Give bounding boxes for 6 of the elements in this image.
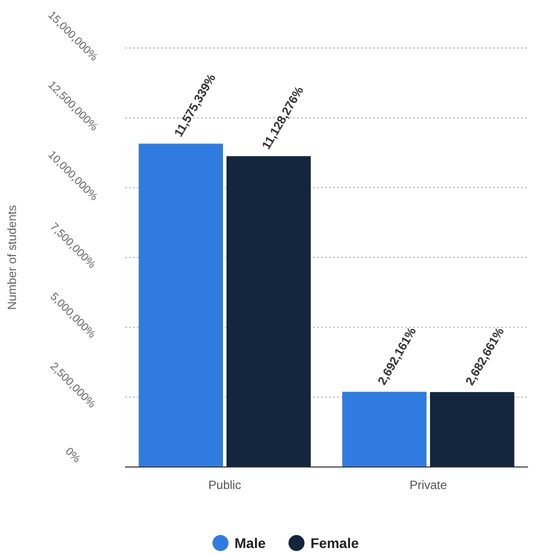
legend-label: Female	[310, 534, 359, 551]
y-tick-label: 0%	[62, 446, 83, 466]
legend-label: Male	[234, 534, 266, 551]
x-tick-label: Private	[410, 478, 448, 492]
y-axis-title: Number of students	[5, 205, 19, 310]
x-tick-label: Public	[208, 478, 242, 492]
